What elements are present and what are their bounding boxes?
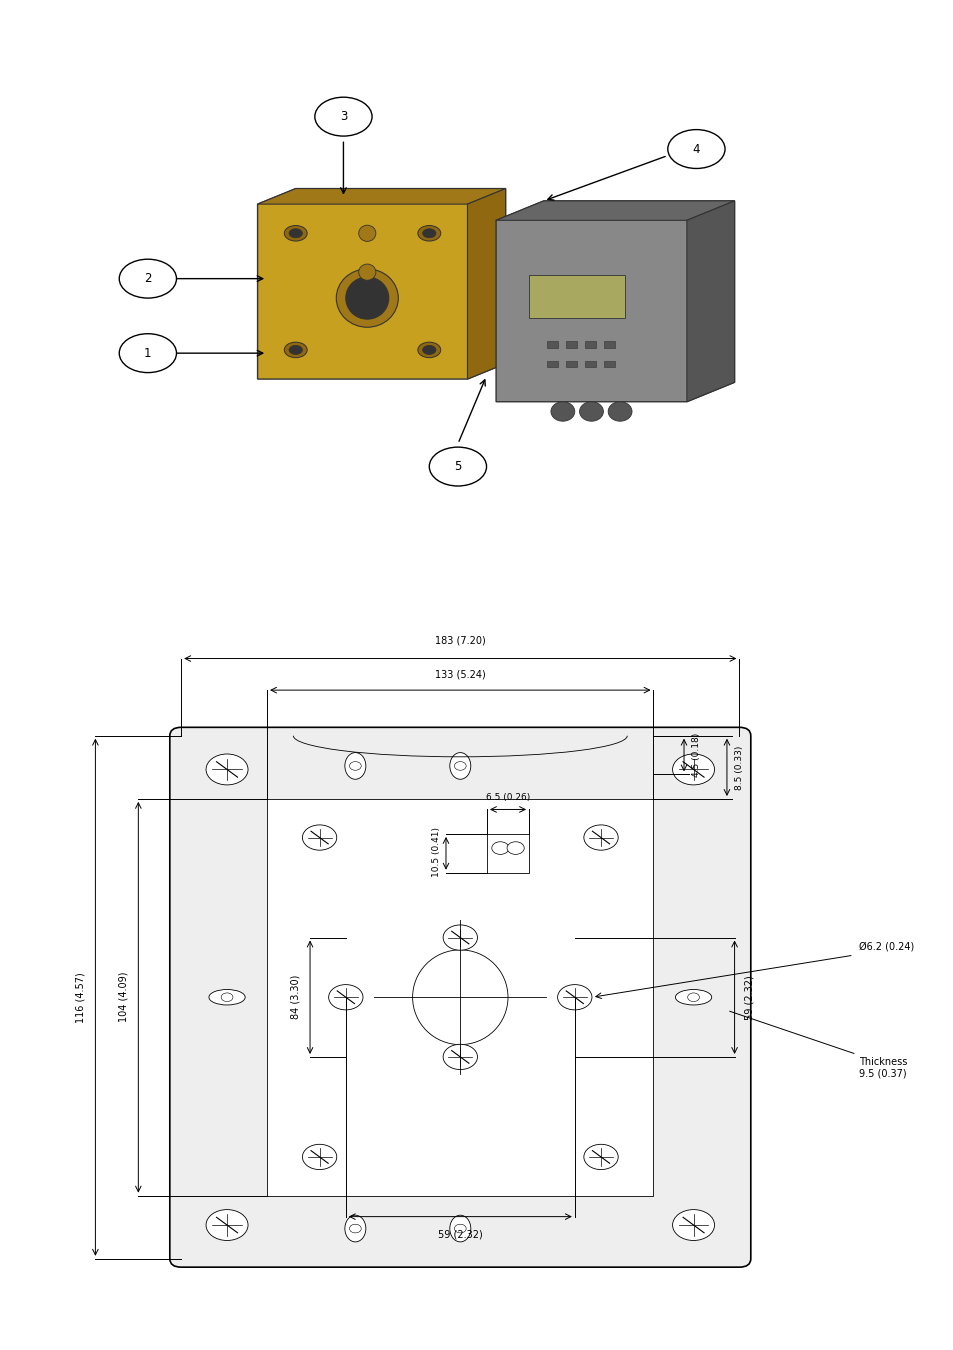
Text: 116 (4.57): 116 (4.57) [76,972,86,1022]
Circle shape [119,259,176,298]
Polygon shape [467,189,505,379]
Text: 6.5 (0.26): 6.5 (0.26) [485,794,530,802]
Text: 133 (5.24): 133 (5.24) [435,670,485,679]
Text: 5: 5 [454,460,461,472]
FancyBboxPatch shape [170,728,750,1268]
Circle shape [302,825,336,850]
Text: 4: 4 [692,143,700,155]
Circle shape [349,761,361,771]
Circle shape [557,984,591,1010]
Bar [546,360,558,367]
Circle shape [422,228,436,238]
Circle shape [429,447,486,486]
Circle shape [583,825,618,850]
Ellipse shape [345,752,366,779]
Circle shape [443,1045,477,1069]
Text: 183 (7.20): 183 (7.20) [435,636,485,645]
Text: 1: 1 [144,347,152,359]
Circle shape [672,755,714,784]
Ellipse shape [358,265,375,281]
Ellipse shape [358,225,375,242]
Ellipse shape [675,990,711,1004]
Bar [584,342,596,348]
Circle shape [583,1145,618,1169]
Circle shape [422,346,436,355]
Circle shape [687,992,699,1002]
Ellipse shape [413,950,507,1045]
Circle shape [289,346,302,355]
Bar [603,342,615,348]
Ellipse shape [345,1215,366,1242]
Circle shape [349,1224,361,1233]
Text: 104 (4.09): 104 (4.09) [119,972,129,1022]
Text: 84 (3.30): 84 (3.30) [291,975,300,1019]
Circle shape [284,342,307,358]
Ellipse shape [450,1215,471,1242]
Text: 59 (2.32): 59 (2.32) [437,1230,482,1239]
Bar [487,834,529,872]
Polygon shape [496,201,734,402]
Circle shape [284,225,307,242]
Text: 8.5 (0.33): 8.5 (0.33) [734,745,742,790]
Bar [565,360,577,367]
Circle shape [289,228,302,238]
Bar [267,799,653,1196]
Ellipse shape [209,990,245,1004]
Circle shape [492,842,509,855]
Circle shape [443,925,477,950]
Polygon shape [686,201,734,402]
Circle shape [206,755,248,784]
Text: 3: 3 [339,111,347,123]
Ellipse shape [450,752,471,779]
Ellipse shape [608,402,631,421]
Text: 4.5 (0.18): 4.5 (0.18) [691,733,700,776]
Text: 59 (2.32): 59 (2.32) [743,975,753,1019]
Text: Ø6.2 (0.24): Ø6.2 (0.24) [858,941,913,952]
Ellipse shape [551,402,574,421]
Ellipse shape [335,269,398,327]
Bar [565,342,577,348]
Polygon shape [496,201,734,220]
Ellipse shape [345,277,389,319]
Bar [603,360,615,367]
Circle shape [417,225,440,242]
Circle shape [417,342,440,358]
Polygon shape [257,189,505,379]
Circle shape [314,97,372,136]
Ellipse shape [578,402,602,421]
Circle shape [454,761,466,771]
Circle shape [302,1145,336,1169]
Circle shape [221,992,233,1002]
Bar [546,342,558,348]
Circle shape [507,842,524,855]
Circle shape [667,130,724,169]
Bar [584,360,596,367]
Circle shape [328,984,362,1010]
Polygon shape [257,189,505,204]
Bar [529,275,624,317]
Text: 2: 2 [144,273,152,285]
Circle shape [119,333,176,373]
Text: 10.5 (0.41): 10.5 (0.41) [432,826,440,876]
Text: Thickness
9.5 (0.37): Thickness 9.5 (0.37) [858,1057,906,1079]
Circle shape [672,1210,714,1241]
Circle shape [206,1210,248,1241]
Circle shape [454,1224,466,1233]
